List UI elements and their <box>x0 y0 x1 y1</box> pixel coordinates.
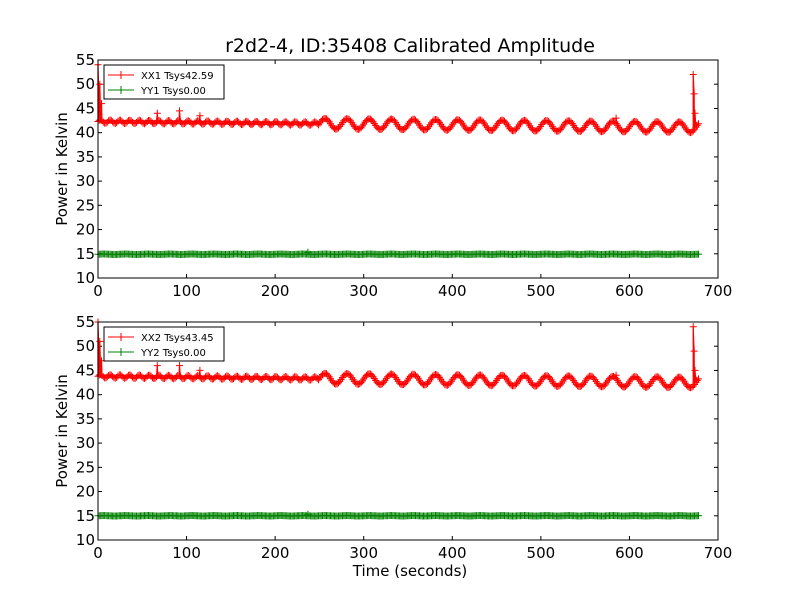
y-tick-label-1-2: 20 <box>76 483 95 501</box>
x-tick-label-0-7: 700 <box>704 282 733 300</box>
y-tick-label-0-2: 20 <box>76 221 95 239</box>
x-tick-label-1-1: 100 <box>172 544 201 562</box>
top-subplot: 0 100 200 300 400 500 600 700 10 15 20 25 30 35 40 45 50… <box>53 51 732 300</box>
x-tick-label-0-3: 300 <box>349 282 378 300</box>
x-tick-label-0-5: 500 <box>527 282 556 300</box>
x-axis-label: Time (seconds) <box>352 562 468 580</box>
top-legend-box <box>103 64 225 100</box>
x-tick-label-1-3: 300 <box>349 544 378 562</box>
legend-marker-xx1 <box>117 71 125 79</box>
x-tick-label-0-1: 100 <box>172 282 201 300</box>
legend-marker-xx2 <box>117 333 125 341</box>
y-tick-label-1-7: 45 <box>76 361 95 379</box>
bottom-y-axis-label: Power in Kelvin <box>53 374 71 488</box>
y-tick-label-1-0: 10 <box>76 531 95 549</box>
top-legend: XX1 Tsys42.59 YY1 Tsys0.00 <box>103 64 225 100</box>
y-tick-label-0-3: 25 <box>76 196 95 214</box>
legend-label-yy2: YY2 Tsys0.00 <box>140 348 206 359</box>
legend-marker-yy2 <box>117 348 125 356</box>
y-tick-label-0-4: 30 <box>76 172 95 190</box>
x-tick-label-1-7: 700 <box>704 544 733 562</box>
y-tick-label-1-4: 30 <box>76 434 95 452</box>
x-tick-label-1-5: 500 <box>527 544 556 562</box>
y-tick-label-1-8: 50 <box>76 337 95 355</box>
chart-title: r2d2-4, ID:35408 Calibrated Amplitude <box>225 35 595 57</box>
y-tick-label-0-9: 55 <box>76 51 95 69</box>
bottom-axes-frame <box>97 321 719 541</box>
legend-label-xx2: XX2 Tsys43.45 <box>141 333 214 344</box>
bottom-subplot: 0 100 200 300 400 500 600 700 10 15 20 25 30 35 40 45 50… <box>53 313 732 580</box>
bottom-tick-layer: 0 100 200 300 400 500 600 700 10 15 20 25 30 35 40 45 50… <box>76 313 732 562</box>
y-tick-label-1-5: 35 <box>76 410 95 428</box>
bottom-legend: XX2 Tsys43.45 YY2 Tsys0.00 <box>103 326 225 362</box>
legend-marker-yy1 <box>117 86 125 94</box>
bottom-legend-box <box>103 326 225 362</box>
x-tick-label-1-4: 400 <box>438 544 467 562</box>
y-tick-label-0-7: 45 <box>76 99 95 117</box>
y-tick-label-1-6: 40 <box>76 386 95 404</box>
y-tick-label-0-0: 10 <box>76 269 95 287</box>
top-axes-frame <box>97 59 719 279</box>
y-tick-label-1-3: 25 <box>76 458 95 476</box>
top-y-axis-label: Power in Kelvin <box>53 112 71 226</box>
top-tick-layer: 0 100 200 300 400 500 600 700 10 15 20 25 30 35 40 45 50… <box>76 51 732 300</box>
legend-label-xx1: XX1 Tsys42.59 <box>141 71 214 82</box>
x-tick-label-0-6: 600 <box>615 282 644 300</box>
y-tick-label-1-1: 15 <box>76 507 95 525</box>
y-tick-label-0-8: 50 <box>76 75 95 93</box>
x-tick-label-1-2: 200 <box>261 544 290 562</box>
y-tick-label-1-9: 55 <box>76 313 95 331</box>
y-tick-label-0-5: 35 <box>76 148 95 166</box>
y-tick-label-0-1: 15 <box>76 245 95 263</box>
x-tick-label-1-6: 600 <box>615 544 644 562</box>
x-tick-label-0-2: 200 <box>261 282 290 300</box>
x-tick-label-0-0: 0 <box>93 282 103 300</box>
legend-label-yy1: YY1 Tsys0.00 <box>140 86 206 97</box>
x-tick-label-0-4: 400 <box>438 282 467 300</box>
x-tick-label-1-0: 0 <box>93 544 103 562</box>
y-tick-label-0-6: 40 <box>76 124 95 142</box>
top-series-layer <box>94 61 702 258</box>
